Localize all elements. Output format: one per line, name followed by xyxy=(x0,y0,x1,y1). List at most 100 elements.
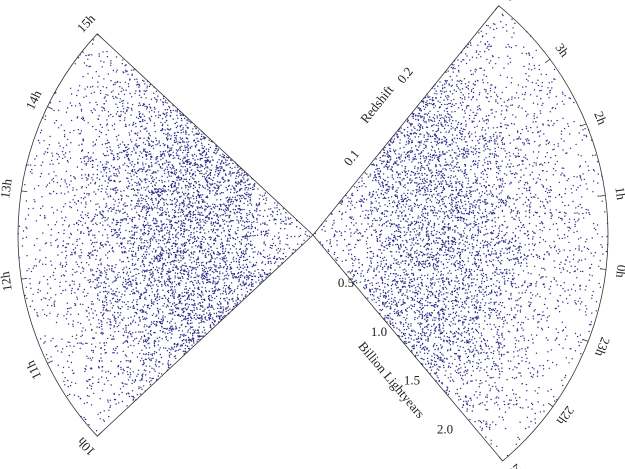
galaxy xyxy=(494,150,496,153)
galaxy xyxy=(397,245,400,247)
galaxy xyxy=(495,256,498,258)
galaxy xyxy=(539,257,541,259)
galaxy xyxy=(384,215,386,218)
galaxy xyxy=(542,368,545,370)
galaxy xyxy=(512,172,514,175)
galaxy xyxy=(517,210,519,212)
galaxy xyxy=(468,118,471,120)
galaxy xyxy=(508,196,511,199)
galaxy xyxy=(333,222,335,224)
galaxy xyxy=(472,212,474,215)
galaxy xyxy=(472,160,474,163)
galaxy xyxy=(476,330,478,333)
galaxy xyxy=(516,138,518,140)
galaxy xyxy=(545,73,547,76)
galaxy xyxy=(422,127,424,129)
galaxy xyxy=(368,214,370,216)
galaxy xyxy=(472,151,474,153)
galaxy xyxy=(578,249,580,251)
galaxy xyxy=(495,386,497,388)
galaxy xyxy=(443,140,445,142)
galaxy xyxy=(401,196,403,198)
galaxy xyxy=(476,367,478,370)
galaxy xyxy=(393,223,396,225)
galaxy xyxy=(420,140,422,142)
galaxy xyxy=(463,196,466,199)
galaxy xyxy=(414,287,417,289)
galaxy xyxy=(502,317,504,319)
galaxy xyxy=(455,163,458,166)
galaxy xyxy=(399,130,401,132)
galaxy xyxy=(341,260,343,262)
galaxy xyxy=(419,269,422,271)
galaxy xyxy=(523,184,526,186)
galaxy xyxy=(450,246,453,248)
galaxy xyxy=(383,256,386,258)
galaxy xyxy=(427,96,429,99)
galaxy xyxy=(324,230,326,232)
galaxy xyxy=(412,189,414,192)
galaxy xyxy=(579,309,581,311)
galaxy xyxy=(501,332,503,334)
galaxy xyxy=(435,233,437,235)
galaxy xyxy=(406,221,408,223)
galaxy xyxy=(510,46,513,49)
galaxy xyxy=(489,45,491,48)
galaxy xyxy=(579,165,582,167)
galaxy xyxy=(465,125,467,127)
galaxy xyxy=(420,281,423,284)
galaxy xyxy=(384,204,386,206)
galaxy xyxy=(474,337,476,340)
galaxy xyxy=(495,267,498,269)
galaxy xyxy=(383,246,385,248)
galaxy xyxy=(520,226,523,229)
galaxy xyxy=(454,231,456,233)
galaxy xyxy=(562,268,565,271)
galaxy xyxy=(395,273,398,275)
galaxy xyxy=(365,287,368,289)
galaxy xyxy=(521,93,523,96)
galaxy xyxy=(472,83,475,85)
galaxy xyxy=(495,314,498,317)
galaxy xyxy=(373,291,375,293)
galaxy xyxy=(470,70,472,72)
galaxy xyxy=(433,124,435,126)
galaxy xyxy=(463,213,465,215)
galaxy xyxy=(507,247,509,250)
galaxy xyxy=(435,154,438,156)
galaxy xyxy=(397,228,400,231)
galaxy xyxy=(528,211,531,214)
galaxy xyxy=(420,203,422,206)
galaxy xyxy=(529,192,532,195)
galaxy xyxy=(443,196,445,198)
galaxy xyxy=(471,365,474,368)
galaxy xyxy=(467,180,470,182)
galaxy xyxy=(554,107,557,110)
galaxy xyxy=(406,131,409,133)
galaxy xyxy=(474,173,476,175)
galaxy xyxy=(470,165,472,167)
galaxy xyxy=(492,259,494,261)
galaxy xyxy=(500,201,503,204)
galaxy xyxy=(532,230,534,232)
galaxy xyxy=(420,297,422,299)
galaxy xyxy=(367,297,369,299)
galaxy xyxy=(407,126,409,129)
galaxy xyxy=(410,125,412,127)
galaxy xyxy=(436,363,438,366)
galaxy xyxy=(404,334,406,336)
galaxy xyxy=(409,254,412,256)
galaxy xyxy=(394,259,396,261)
galaxy xyxy=(550,388,552,391)
galaxy xyxy=(485,96,487,98)
galaxy xyxy=(510,173,512,175)
galaxy xyxy=(519,396,521,399)
galaxy xyxy=(427,214,429,216)
galaxy xyxy=(428,116,431,118)
galaxy xyxy=(415,118,417,121)
galaxy xyxy=(338,210,341,213)
galaxy xyxy=(491,253,493,255)
galaxy xyxy=(476,182,478,185)
galaxy xyxy=(472,91,475,94)
